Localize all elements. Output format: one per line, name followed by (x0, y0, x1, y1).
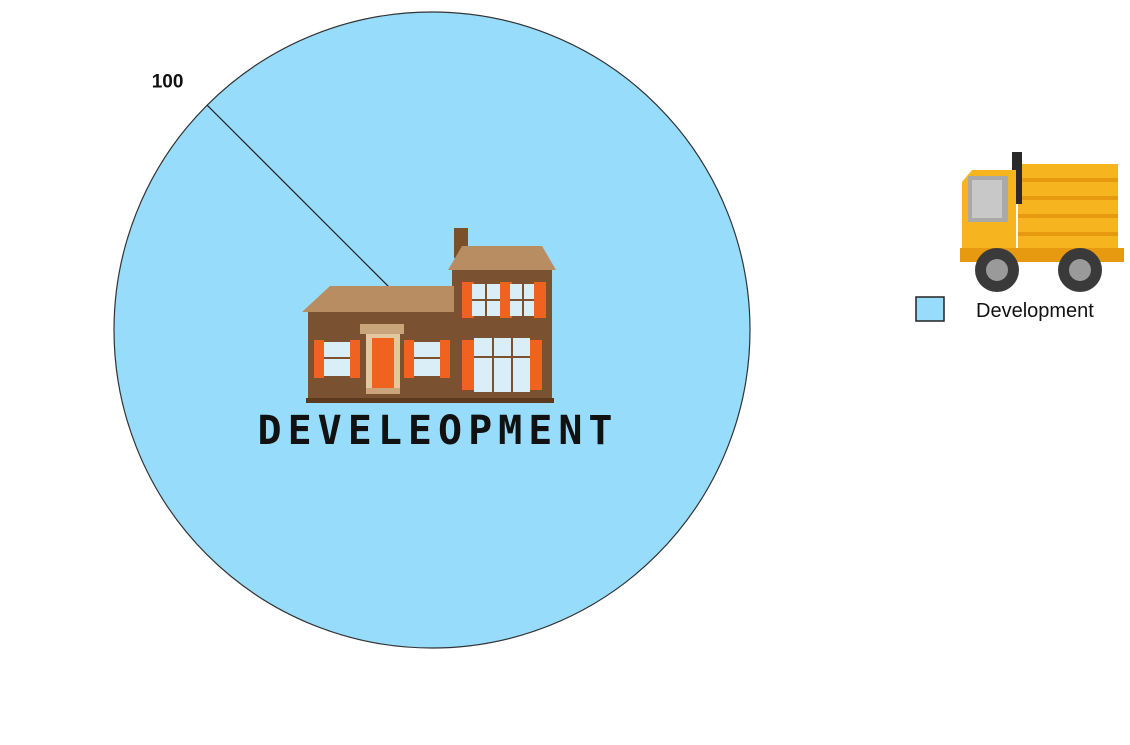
legend-swatch-development (915, 296, 945, 322)
legend: Development (915, 296, 1094, 322)
house-title: DEVELEOPMENT (258, 408, 619, 454)
data-label-development: 100 (152, 72, 184, 93)
truck-illustration (960, 152, 1124, 292)
house-illustration (302, 228, 556, 403)
legend-label-development: Development (976, 300, 1094, 322)
data-labels: 100 (152, 72, 184, 93)
